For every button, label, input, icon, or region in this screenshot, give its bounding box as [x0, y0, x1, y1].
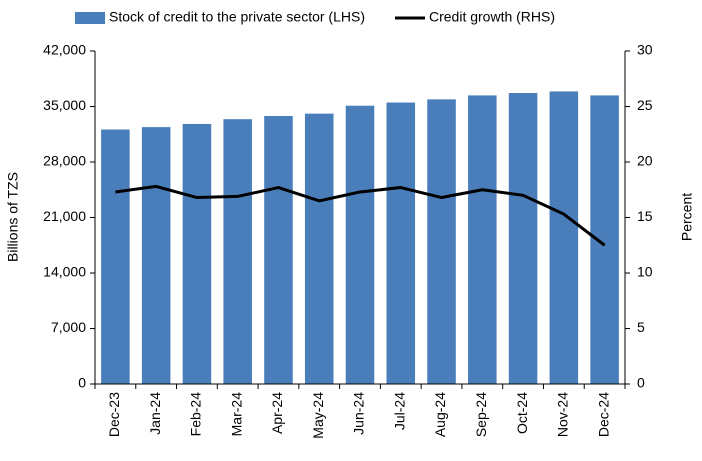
- y-tick-label: 28,000: [43, 153, 86, 169]
- y2-tick-label: 30: [637, 42, 653, 58]
- x-tick-label: Feb-24: [188, 392, 204, 437]
- x-tick-label: Mar-24: [228, 392, 244, 437]
- x-tick-label: Nov-24: [555, 392, 571, 437]
- x-tick-label: Jul-24: [391, 392, 407, 430]
- y-tick-label: 42,000: [43, 42, 86, 58]
- line: [115, 184, 606, 247]
- bar: [264, 116, 293, 384]
- x-tick-label: Sep-24: [473, 392, 489, 437]
- bar: [427, 99, 456, 384]
- y-tick-label: 35,000: [43, 97, 86, 113]
- bar: [549, 91, 579, 384]
- legend-label: Stock of credit to the private sector (L…: [109, 9, 365, 25]
- bar: [345, 105, 375, 384]
- x-tick-label: Jun-24: [351, 392, 367, 435]
- y-tick-label: 21,000: [43, 208, 86, 224]
- y2-tick-label: 20: [637, 153, 653, 169]
- bar: [141, 127, 171, 384]
- legend-label: Credit growth (RHS): [429, 9, 555, 25]
- x-tick-label: Jan-24: [147, 392, 163, 435]
- y2-tick-label: 25: [637, 97, 653, 113]
- bar: [101, 129, 130, 384]
- y-axis-label: Billions of TZS: [5, 172, 21, 262]
- y2-axis-label: Percent: [679, 193, 695, 241]
- x-tick-label: Dec-23: [106, 392, 122, 437]
- bar: [386, 102, 416, 385]
- bar: [223, 119, 252, 384]
- y-tick-label: 7,000: [51, 319, 86, 335]
- legend-swatch: [75, 12, 105, 24]
- y2-tick-label: 0: [637, 375, 645, 391]
- x-tick-label: Aug-24: [432, 392, 448, 437]
- y2-tick-label: 15: [637, 208, 653, 224]
- bar: [468, 95, 497, 385]
- bar: [508, 93, 538, 385]
- bar: [182, 123, 212, 384]
- x-tick-label: Oct-24: [514, 392, 530, 434]
- bar: [304, 113, 334, 384]
- x-tick-label: Apr-24: [269, 392, 285, 434]
- y-tick-label: 0: [78, 375, 86, 391]
- x-tick-label: Dec-24: [595, 392, 611, 437]
- x-tick-label: May-24: [310, 392, 326, 439]
- bar: [590, 95, 619, 385]
- y-tick-label: 14,000: [43, 264, 86, 280]
- y2-tick-label: 10: [637, 264, 653, 280]
- y2-tick-label: 5: [637, 319, 645, 335]
